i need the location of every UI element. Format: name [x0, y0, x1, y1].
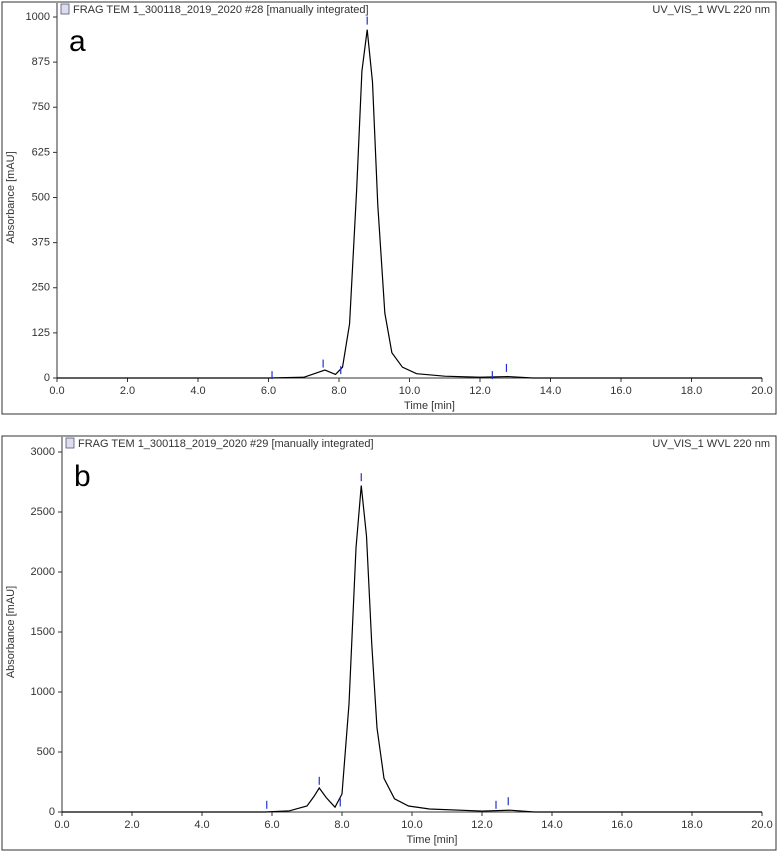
y-tick-label: 625	[32, 146, 50, 158]
x-tick-label: 10.0	[399, 385, 420, 397]
x-tick-label: 10.0	[401, 819, 422, 831]
y-tick-label: 2000	[31, 566, 55, 578]
x-tick-label: 18.0	[681, 819, 702, 831]
x-tick-label: 14.0	[541, 819, 562, 831]
y-axis-label: Absorbance [mAU]	[5, 586, 17, 678]
y-tick-label: 1500	[31, 626, 55, 638]
y-tick-label: 750	[32, 101, 50, 113]
y-tick-label: 125	[32, 327, 50, 339]
title-icon	[60, 3, 70, 15]
chromatogram-line	[57, 29, 762, 379]
panel-label: a	[69, 25, 86, 58]
x-tick-label: 18.0	[681, 385, 702, 397]
x-tick-label: 2.0	[124, 819, 139, 831]
panel-label: b	[74, 460, 91, 493]
chart-title: FRAG TEM 1_300118_2019_2020 #28 [manuall…	[73, 4, 369, 16]
x-tick-label: 12.0	[471, 819, 492, 831]
x-tick-label: 8.0	[334, 819, 349, 831]
x-tick-label: 20.0	[751, 385, 772, 397]
title-icon	[65, 437, 75, 449]
panel-frame	[1, 435, 777, 851]
x-tick-label: 20.0	[751, 819, 772, 831]
x-tick-label: 8.0	[331, 385, 346, 397]
x-tick-label: 16.0	[610, 385, 631, 397]
y-tick-label: 3000	[31, 446, 55, 458]
x-tick-label: 12.0	[469, 385, 490, 397]
chromatogram-line	[62, 485, 762, 813]
x-axis-label: Time [min]	[404, 400, 455, 412]
x-tick-label: 0.0	[49, 385, 64, 397]
chart-subtitle: UV_VIS_1 WVL 220 nm	[652, 4, 770, 16]
x-tick-label: 2.0	[120, 385, 135, 397]
y-tick-label: 0	[49, 806, 55, 818]
y-tick-label: 500	[32, 191, 50, 203]
y-tick-label: 500	[37, 746, 55, 758]
y-axis-label: Absorbance [mAU]	[5, 151, 17, 243]
y-tick-label: 250	[32, 282, 50, 294]
y-tick-label: 0	[44, 372, 50, 384]
panel-frame	[1, 1, 777, 415]
y-tick-label: 875	[32, 56, 50, 68]
chart-subtitle: UV_VIS_1 WVL 220 nm	[652, 438, 770, 450]
x-tick-label: 4.0	[194, 819, 209, 831]
x-tick-label: 6.0	[261, 385, 276, 397]
chart-title: FRAG TEM 1_300118_2019_2020 #29 [manuall…	[78, 438, 374, 450]
x-tick-label: 6.0	[264, 819, 279, 831]
x-axis-label: Time [min]	[407, 834, 458, 846]
x-tick-label: 14.0	[540, 385, 561, 397]
y-tick-label: 375	[32, 237, 50, 249]
x-tick-label: 16.0	[611, 819, 632, 831]
x-tick-label: 4.0	[190, 385, 205, 397]
y-tick-label: 2500	[31, 506, 55, 518]
x-tick-label: 0.0	[54, 819, 69, 831]
y-tick-label: 1000	[31, 686, 55, 698]
y-tick-label: 1000	[26, 11, 50, 23]
